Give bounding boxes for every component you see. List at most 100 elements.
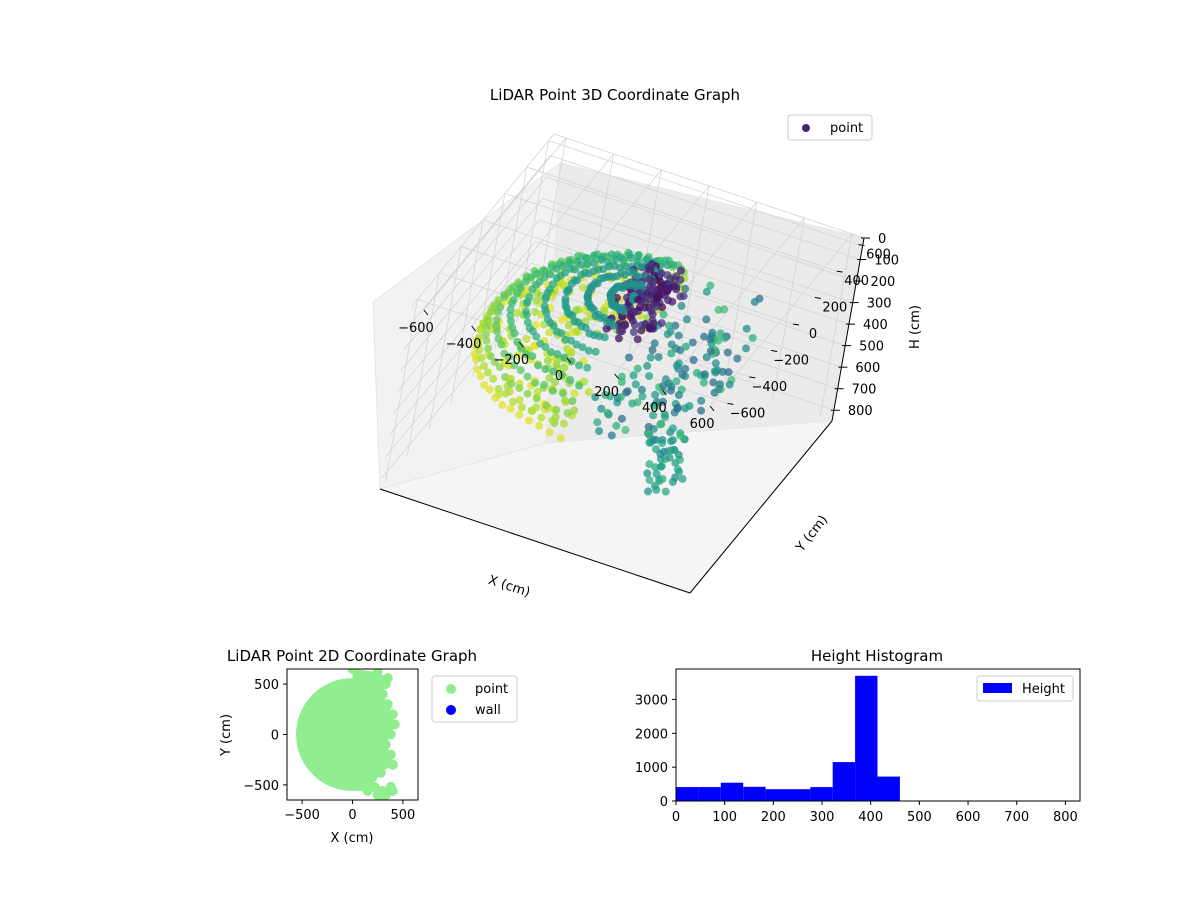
lidar-point-3d <box>655 290 664 299</box>
histogram-bar <box>743 786 766 801</box>
lidar-point-3d <box>648 310 657 319</box>
lidar-point-3d <box>566 258 575 267</box>
lidar-point-3d <box>492 315 501 324</box>
grid-line-z <box>411 133 865 307</box>
lidar-point-3d <box>523 389 532 398</box>
lidar-point-3d <box>678 474 687 483</box>
x-tick-label-2d: 0 <box>348 808 356 823</box>
lidar-point-3d <box>475 333 483 342</box>
lidar-point-3d <box>533 387 542 396</box>
lidar-point-3d <box>558 315 567 324</box>
z-tick-label-3d: 500 <box>859 340 884 355</box>
lidar-point-3d <box>510 361 519 370</box>
lidar-point-3d <box>656 420 665 429</box>
y-tick-label-3d: −600 <box>730 406 766 421</box>
lidar-point-3d <box>672 361 681 370</box>
lidar-point-3d <box>646 353 655 362</box>
lidar-point-3d <box>612 421 621 430</box>
lidar-point-3d <box>676 431 685 440</box>
lidar-point-3d <box>540 266 549 275</box>
lidar-point-3d <box>541 295 550 304</box>
lidar-point-3d <box>667 340 676 349</box>
lidar-point-3d <box>634 295 642 304</box>
edge-point-2d <box>375 767 386 778</box>
lidar-point-3d <box>699 378 708 387</box>
lidar-point-3d <box>492 321 501 330</box>
lidar-point-3d <box>748 334 757 342</box>
lidar-point-3d <box>676 266 685 275</box>
lidar-point-3d <box>513 338 522 346</box>
lidar-point-3d <box>645 324 654 333</box>
lidar-point-3d <box>658 303 667 312</box>
lidar-point-3d <box>638 321 646 330</box>
lidar-point-3d <box>482 322 491 331</box>
lidar-point-3d <box>668 477 677 486</box>
lidar-point-3d <box>659 381 668 390</box>
lidar-point-3d <box>625 353 633 362</box>
y-tick-label-2d: 500 <box>254 678 279 693</box>
lidar-point-3d <box>501 389 510 398</box>
lidar-point-3d <box>513 289 521 298</box>
lidar-point-3d <box>644 429 653 438</box>
z-tick-label-3d: 300 <box>867 297 892 312</box>
lidar-point-3d <box>663 330 672 339</box>
edge-point-2d <box>372 669 383 677</box>
lidar-point-3d <box>531 308 540 316</box>
lidar-point-3d <box>671 321 680 330</box>
lidar-point-3d <box>593 418 602 427</box>
grid-line-z <box>392 241 846 414</box>
x-tick-mark-3d <box>709 405 715 412</box>
lidar-point-3d <box>551 378 559 387</box>
lidar-point-3d <box>657 319 666 328</box>
lidar-point-3d <box>500 293 509 302</box>
y-tick-label-3d: 600 <box>866 248 891 263</box>
point-edge-2d <box>347 669 400 800</box>
lidar-point-3d <box>509 282 518 291</box>
lidar-point-3d <box>640 303 649 312</box>
lidar-point-3d <box>559 419 568 428</box>
histogram-bar <box>788 789 811 801</box>
y-tick-label-3d: −400 <box>751 380 787 395</box>
lidar-point-3d <box>590 258 599 267</box>
lidar-point-3d <box>597 255 606 264</box>
lidar-point-3d <box>505 352 514 361</box>
lidar-point-3d <box>475 345 484 354</box>
lidar-point-3d <box>621 426 630 434</box>
lidar-point-3d <box>648 316 657 325</box>
lidar-point-3d <box>540 380 549 389</box>
y-tick-mark-3d <box>792 323 800 326</box>
y-ticks-histogram: 0 1000 2000 3000 <box>635 693 676 810</box>
lidar-point-3d <box>677 301 686 310</box>
x-tick-mark-3d <box>423 309 429 316</box>
z-tick-label-3d: 400 <box>863 318 888 333</box>
lidar-point-3d <box>688 338 697 347</box>
histogram-bar <box>765 789 788 801</box>
lidar-point-3d <box>663 261 672 270</box>
lidar-point-3d <box>648 346 657 354</box>
lidar-point-3d <box>523 318 532 327</box>
lidar-point-3d <box>528 285 537 294</box>
lidar-point-3d <box>590 251 599 260</box>
lidar-point-3d <box>681 364 690 373</box>
x-tick-label-histogram: 300 <box>810 810 835 825</box>
y-tick-label-histogram: 1000 <box>635 761 668 776</box>
lidar-point-3d <box>527 273 536 282</box>
z-axis-line <box>831 237 865 422</box>
lidar-point-3d <box>532 394 541 403</box>
lidar-point-3d <box>486 307 495 316</box>
lidar-point-3d <box>522 335 531 344</box>
lidar-point-3d <box>477 354 486 362</box>
lidar-point-3d <box>602 324 611 333</box>
lidar-point-3d <box>655 477 664 486</box>
lidar-point-3d <box>595 427 604 436</box>
lidar-point-3d <box>558 262 567 270</box>
lidar-point-3d <box>645 372 654 380</box>
x-tick-label-histogram: 800 <box>1053 810 1078 825</box>
lidar-point-3d <box>578 343 587 352</box>
y-tick-label-2d: −500 <box>243 779 279 794</box>
lidar-point-3d <box>658 435 667 444</box>
lidar-point-3d <box>600 333 609 342</box>
lidar-point-3d <box>644 487 653 496</box>
histogram-bar <box>698 787 721 801</box>
x-ticks-histogram: 0 100 200 300 400 500 600 700 800 <box>672 801 1078 825</box>
